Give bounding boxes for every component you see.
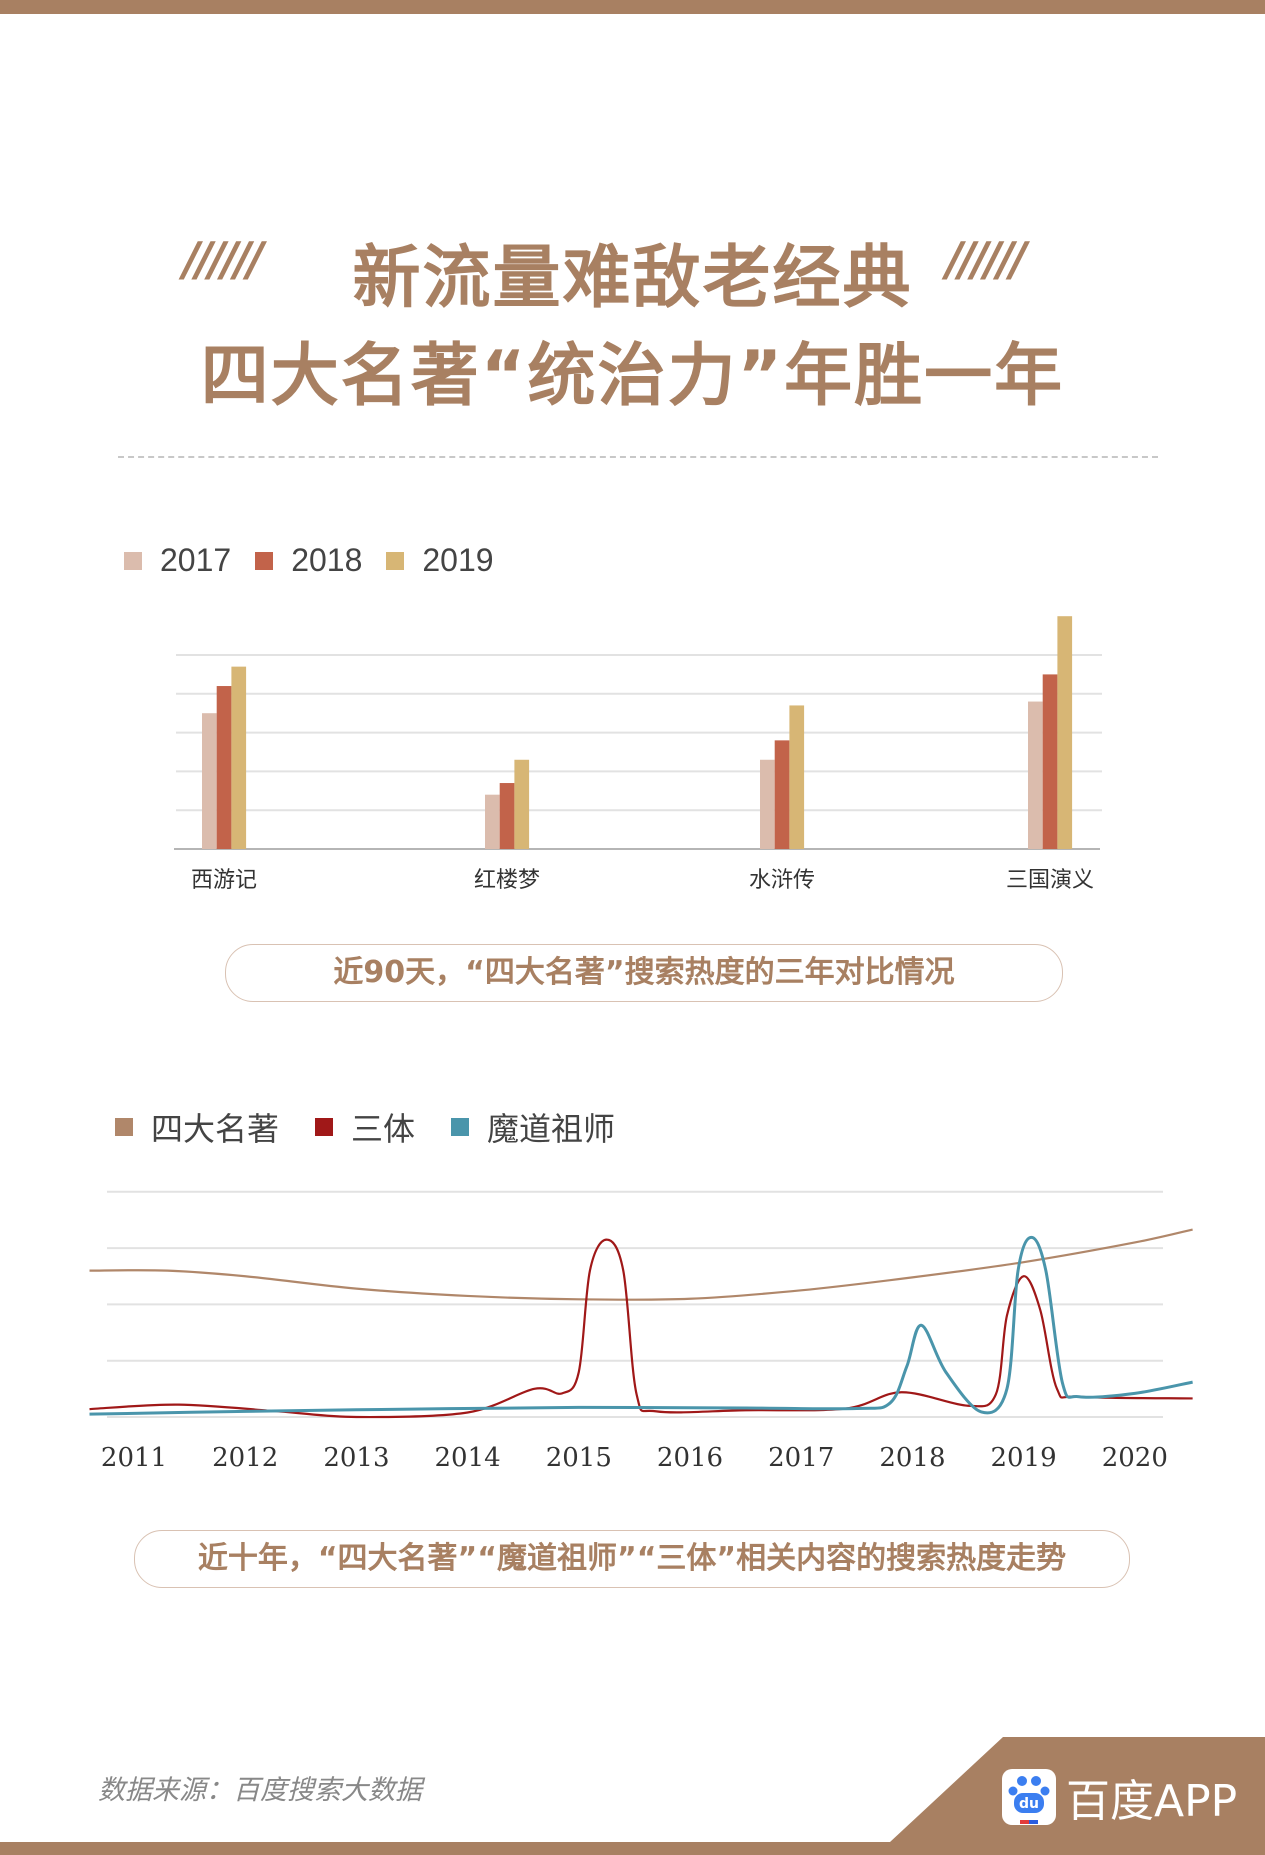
legend-item-santi: 三体 bbox=[315, 1104, 415, 1150]
category-label: 西游记 bbox=[191, 868, 257, 893]
legend-swatch bbox=[386, 551, 405, 570]
logo-icon-text: du bbox=[1019, 1796, 1039, 1812]
bar-legend: 2017 2018 2019 bbox=[124, 542, 518, 579]
legend-label: 三体 bbox=[351, 1110, 416, 1148]
legend-label: 魔道祖师 bbox=[487, 1110, 616, 1148]
bar-2018 bbox=[774, 740, 790, 849]
bar-2019 bbox=[1057, 616, 1073, 849]
category-label: 水浒传 bbox=[749, 868, 815, 893]
legend-item-2018: 2018 bbox=[255, 542, 362, 579]
legend-swatch bbox=[255, 551, 274, 570]
category-label: 三国演义 bbox=[1006, 868, 1094, 893]
top-band bbox=[0, 0, 1265, 14]
x-tick-label: 2017 bbox=[768, 1443, 834, 1473]
legend-swatch bbox=[451, 1118, 470, 1136]
line-series-modaozushi bbox=[89, 1235, 1193, 1416]
divider bbox=[118, 456, 1158, 458]
legend-label: 四大名著 bbox=[151, 1110, 280, 1148]
bar-chart-caption: 近90天，“四大名著”搜索热度的三年对比情况 bbox=[225, 944, 1063, 1002]
bar-2018 bbox=[216, 686, 232, 849]
line-series-sidamingzhu bbox=[89, 1228, 1193, 1301]
bar-2017 bbox=[1028, 701, 1043, 849]
title-decoration-right: ////// bbox=[946, 232, 1027, 286]
x-tick-label: 2014 bbox=[435, 1443, 501, 1473]
baidu-app-logo: du 百度APP bbox=[1002, 1765, 1237, 1829]
x-tick-label: 2015 bbox=[546, 1443, 612, 1473]
title-decoration-left: ////// bbox=[183, 232, 264, 286]
legend-swatch bbox=[115, 1118, 133, 1136]
legend-item-2017: 2017 bbox=[124, 542, 231, 579]
x-tick-label: 2016 bbox=[657, 1443, 723, 1473]
bar-2017 bbox=[485, 794, 500, 849]
x-tick-label: 2013 bbox=[323, 1443, 389, 1473]
x-tick-label: 2019 bbox=[991, 1443, 1057, 1473]
data-source: 数据来源：百度搜索大数据 bbox=[98, 1775, 422, 1806]
x-tick-label: 2020 bbox=[1102, 1443, 1168, 1473]
line-legend: 四大名著 三体 魔道祖师 bbox=[115, 1104, 639, 1150]
title-line-1: 新流量难敌老经典 bbox=[352, 239, 913, 318]
legend-label: 2019 bbox=[422, 542, 494, 578]
bar-2017 bbox=[202, 713, 217, 849]
x-tick-label: 2012 bbox=[212, 1443, 278, 1473]
legend-label: 2017 bbox=[160, 542, 232, 578]
line-chart-caption: 近十年，“四大名著”“魔道祖师”“三体”相关内容的搜索热度走势 bbox=[134, 1530, 1130, 1588]
bar-2017 bbox=[760, 759, 775, 849]
x-tick-label: 2011 bbox=[101, 1443, 167, 1473]
legend-item-2019: 2019 bbox=[386, 542, 494, 579]
bar-2019 bbox=[514, 759, 530, 849]
legend-swatch bbox=[315, 1118, 334, 1136]
legend-label: 2018 bbox=[291, 542, 363, 578]
line-series-santi bbox=[89, 1238, 1193, 1419]
legend-swatch bbox=[124, 551, 142, 570]
legend-item-modaozushi: 魔道祖师 bbox=[451, 1104, 615, 1150]
bar-2019 bbox=[789, 705, 805, 849]
legend-item-sidamingzhu: 四大名著 bbox=[115, 1104, 279, 1150]
bar-2018 bbox=[1042, 674, 1058, 849]
bar-2018 bbox=[499, 783, 515, 849]
bar-chart: 西游记 红楼梦 水浒传 三国演义 bbox=[174, 616, 1102, 893]
logo-text: 百度APP bbox=[1066, 1776, 1238, 1827]
category-label: 红楼梦 bbox=[474, 868, 540, 893]
title-line-2: 四大名著“统治力”年胜一年 bbox=[200, 337, 1065, 416]
line-chart: 2011 2012 2013 2014 2015 2016 2017 2018 2019 2020 bbox=[89, 1190, 1193, 1473]
bar-2019 bbox=[231, 666, 247, 849]
baidu-paw-icon: du bbox=[1002, 1769, 1056, 1825]
x-tick-label: 2018 bbox=[879, 1443, 945, 1473]
